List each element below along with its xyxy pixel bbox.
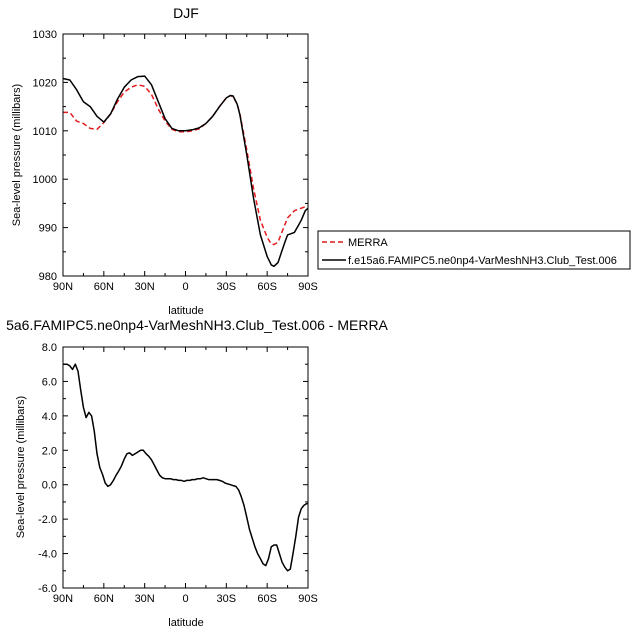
djf-y-axis-label: Sea-level pressure (millibars) [11, 84, 23, 226]
y-tick-label: 990 [39, 223, 57, 235]
djf-axis-ticks: 90N 60N 30N 0 30S 60S 90S 980 990 1000 1010 1020 103… [33, 29, 318, 293]
y-tick-label: 0.0 [42, 480, 57, 492]
y-tick-label: 4.0 [42, 411, 57, 423]
series-line-merra [63, 84, 309, 246]
x-tick-label: 60S [257, 593, 277, 605]
djf-chart-title: DJF [173, 5, 199, 21]
x-tick-label: 60S [257, 281, 277, 293]
difference-y-axis-label: Sea-level pressure (millibars) [15, 396, 27, 538]
x-tick-label: 90N [53, 281, 73, 293]
difference-chart-title: 5a6.FAMIPC5.ne0np4-VarMeshNH3.Club_Test.… [6, 317, 388, 333]
difference-series-lines [63, 363, 308, 572]
series-line-model [63, 363, 308, 572]
x-tick-label: 90N [53, 593, 73, 605]
djf-legend: MERRA f.e15a6.FAMIPC5.ne0np4-VarMeshNH3.… [317, 230, 631, 270]
legend-label-merra: MERRA [348, 237, 388, 249]
legend-box [317, 230, 631, 270]
x-tick-label: 30S [217, 281, 237, 293]
x-tick-label: 60N [94, 281, 114, 293]
x-tick-label: 30N [135, 281, 155, 293]
difference-chart-panel: 5a6.FAMIPC5.ne0np4-VarMeshNH3.Club_Test.… [6, 317, 388, 629]
y-tick-label: 1000 [33, 174, 57, 186]
djf-x-axis-label: latitude [168, 305, 203, 317]
y-tick-label: 8.0 [42, 342, 57, 354]
y-tick-label: -2.0 [38, 514, 57, 526]
x-tick-label: 0 [182, 593, 188, 605]
difference-axis-ticks: 90N 60N 30N 0 30S 60S 90S -6.0 -4.0 -2.0 0.0 2.0 4.0… [38, 342, 318, 605]
y-tick-label: 1010 [33, 126, 57, 138]
difference-plot-frame [62, 346, 309, 589]
y-tick-label: 6.0 [42, 376, 57, 388]
djf-plot-frame [62, 33, 309, 277]
x-tick-label: 0 [182, 281, 188, 293]
legend-label-model: f.e15a6.FAMIPC5.ne0np4-VarMeshNH3.Club_T… [348, 255, 617, 267]
x-tick-label: 30N [135, 593, 155, 605]
y-tick-label: 1030 [33, 29, 57, 41]
x-tick-label: 30S [217, 593, 237, 605]
y-tick-label: 2.0 [42, 445, 57, 457]
y-tick-label: 1020 [33, 77, 57, 89]
y-tick-label: -4.0 [38, 549, 57, 561]
difference-x-axis-label: latitude [168, 617, 203, 629]
x-tick-label: 90S [298, 593, 318, 605]
djf-chart-panel: DJF Sea-level pressure (millibars) latit… [11, 5, 318, 317]
y-tick-label: 980 [39, 271, 57, 283]
djf-series-lines [62, 75, 309, 268]
series-line-model [62, 75, 309, 268]
x-tick-label: 90S [298, 281, 318, 293]
y-tick-label: -6.0 [38, 583, 57, 595]
x-tick-label: 60N [94, 593, 114, 605]
